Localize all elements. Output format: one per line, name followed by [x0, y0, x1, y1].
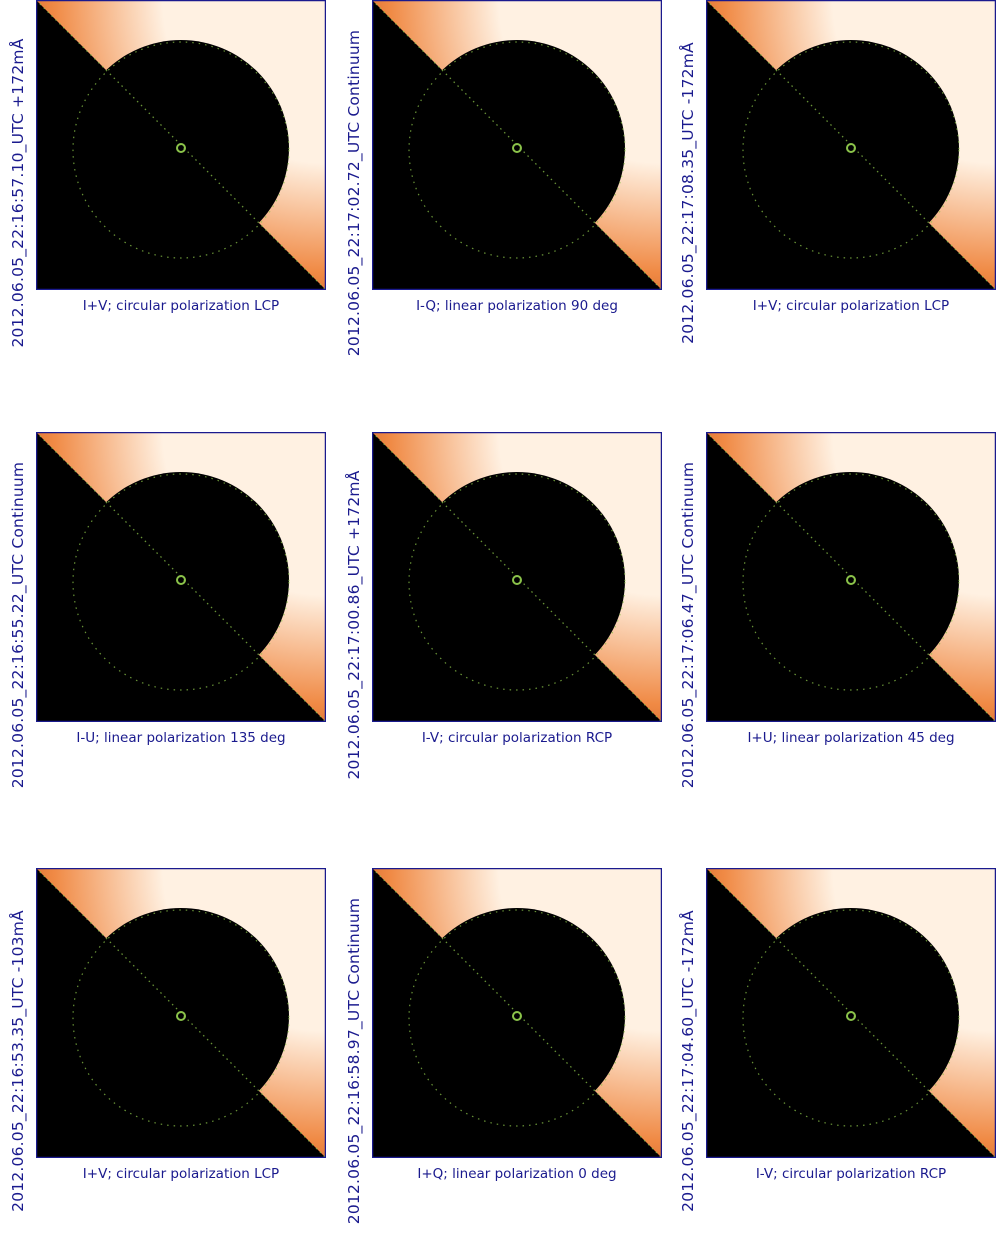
- image-frame: [372, 0, 662, 290]
- polarization-caption: I-V; circular polarization RCP: [421, 730, 613, 746]
- time-label: 2012.06.05_22:17:02.72_UTC Continuum: [345, 29, 363, 356]
- polarization-caption: I+Q; linear polarization 0 deg: [417, 1166, 617, 1182]
- dotted-reference-circle: [742, 41, 960, 259]
- polarization-caption: I+V; circular polarization LCP: [752, 298, 950, 314]
- image-frame: [36, 0, 326, 290]
- diagonal-chord-line: [36, 432, 326, 722]
- dotted-reference-circle: [408, 41, 626, 259]
- panel-3: 2012.06.05_22:17:08.35_UTC -172mÅ I+V; c…: [670, 0, 996, 385]
- solar-image: [706, 432, 996, 722]
- planet-disk: [743, 472, 959, 688]
- planet-disk: [409, 40, 625, 256]
- planet-disk: [73, 472, 289, 688]
- planet-disk: [743, 40, 959, 256]
- time-label: 2012.06.05_22:17:06.47_UTC Continuum: [679, 461, 697, 788]
- panel-1: 2012.06.05_22:16:57.10_UTC +172mÅ I+V; c…: [0, 0, 326, 385]
- solar-image: [36, 868, 326, 1158]
- planet-disk: [409, 472, 625, 688]
- dotted-reference-circle: [72, 473, 290, 691]
- diagonal-chord-line: [36, 0, 326, 290]
- panel-6: 2012.06.05_22:17:06.47_UTC Continuum I+U…: [670, 432, 996, 817]
- image-frame: [36, 868, 326, 1158]
- diagonal-chord-line: [706, 0, 996, 290]
- center-marker: [176, 1011, 186, 1021]
- dotted-reference-circle: [742, 909, 960, 1127]
- solar-image: [36, 0, 326, 290]
- solar-image: [372, 0, 662, 290]
- panel-9: 2012.06.05_22:17:04.60_UTC -172mÅ I-V; c…: [670, 868, 996, 1253]
- center-marker: [176, 575, 186, 585]
- diagonal-chord-line: [706, 868, 996, 1158]
- panel-7: 2012.06.05_22:16:53.35_UTC -103mÅ I+V; c…: [0, 868, 326, 1253]
- polarization-caption: I+V; circular polarization LCP: [82, 298, 280, 314]
- solar-image: [372, 868, 662, 1158]
- panel-8: 2012.06.05_22:16:58.97_UTC Continuum I+Q…: [336, 868, 662, 1253]
- diagonal-chord-line: [372, 868, 662, 1158]
- polarization-caption: I+V; circular polarization LCP: [82, 1166, 280, 1182]
- planet-disk: [409, 908, 625, 1124]
- dotted-reference-circle: [408, 473, 626, 691]
- dotted-reference-circle: [742, 473, 960, 691]
- time-label: 2012.06.05_22:16:53.35_UTC -103mÅ: [9, 909, 27, 1212]
- planet-disk: [73, 40, 289, 256]
- center-marker: [512, 575, 522, 585]
- solar-image: [372, 432, 662, 722]
- solar-image: [706, 0, 996, 290]
- center-marker: [176, 143, 186, 153]
- diagonal-chord-line: [372, 432, 662, 722]
- polarization-caption: I+U; linear polarization 45 deg: [747, 730, 955, 746]
- image-frame: [372, 868, 662, 1158]
- planet-disk: [743, 908, 959, 1124]
- diagonal-chord-line: [36, 868, 326, 1158]
- time-label: 2012.06.05_22:16:58.97_UTC Continuum: [345, 897, 363, 1224]
- planet-disk: [73, 908, 289, 1124]
- panel-4: 2012.06.05_22:16:55.22_UTC Continuum I-U…: [0, 432, 326, 817]
- dotted-reference-circle: [72, 41, 290, 259]
- image-frame: [36, 432, 326, 722]
- diagonal-chord-line: [372, 0, 662, 290]
- center-marker: [846, 143, 856, 153]
- center-marker: [512, 143, 522, 153]
- panel-5: 2012.06.05_22:17:00.86_UTC +172mÅ I-V; c…: [336, 432, 662, 817]
- time-label: 2012.06.05_22:16:55.22_UTC Continuum: [9, 461, 27, 788]
- center-marker: [512, 1011, 522, 1021]
- solar-image: [706, 868, 996, 1158]
- dotted-reference-circle: [408, 909, 626, 1127]
- time-label: 2012.06.05_22:16:57.10_UTC +172mÅ: [9, 37, 27, 348]
- center-marker: [846, 1011, 856, 1021]
- solar-image: [36, 432, 326, 722]
- polarization-caption: I-Q; linear polarization 90 deg: [416, 298, 618, 314]
- panel-2: 2012.06.05_22:17:02.72_UTC Continuum I-Q…: [336, 0, 662, 385]
- image-frame: [372, 432, 662, 722]
- diagonal-chord-line: [706, 432, 996, 722]
- time-label: 2012.06.05_22:17:00.86_UTC +172mÅ: [345, 469, 363, 780]
- polarization-caption: I-U; linear polarization 135 deg: [76, 730, 286, 746]
- time-label: 2012.06.05_22:17:04.60_UTC -172mÅ: [679, 909, 697, 1212]
- polarization-caption: I-V; circular polarization RCP: [755, 1166, 947, 1182]
- dotted-reference-circle: [72, 909, 290, 1127]
- center-marker: [846, 575, 856, 585]
- time-label: 2012.06.05_22:17:08.35_UTC -172mÅ: [679, 41, 697, 344]
